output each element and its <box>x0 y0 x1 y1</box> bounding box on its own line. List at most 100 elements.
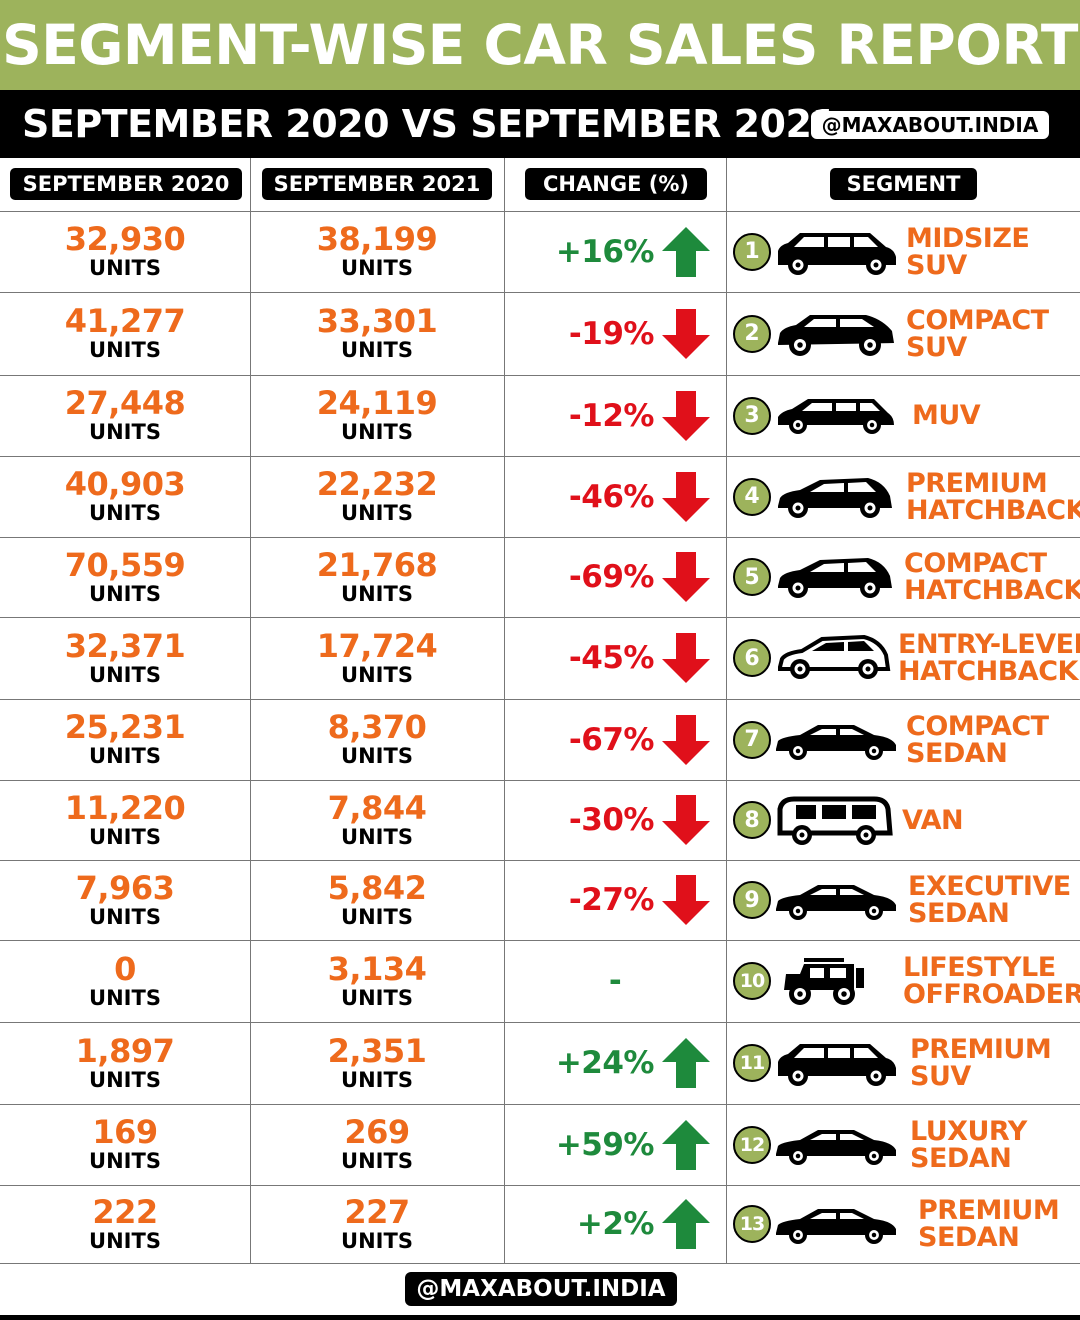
row-divider <box>0 699 1080 700</box>
sep2020-units-value: 11,220 <box>64 788 186 827</box>
row-divider <box>0 617 1080 618</box>
sep2020-units-value: 25,231 <box>64 708 186 746</box>
segment-name-line: LIFESTYLE <box>903 952 1056 983</box>
suv-icon <box>774 227 898 281</box>
rank-badge: 1 <box>733 232 771 271</box>
change-percent: -45% <box>568 640 655 676</box>
segment-name: EXECUTIVE SEDAN <box>908 873 1071 927</box>
sep2020-cell: 0 UNITS <box>0 940 250 1022</box>
unit-label: UNITS <box>341 744 413 768</box>
sep2020-units-value: 32,930 <box>64 220 186 258</box>
row-divider <box>0 537 1080 538</box>
unit-label: UNITS <box>341 256 413 280</box>
sep2021-units-value: 7,844 <box>327 788 427 827</box>
change-cell: +2% <box>577 1185 712 1263</box>
segment-name-line: HATCHBACK <box>904 575 1080 606</box>
suv-icon <box>774 1038 898 1092</box>
segment-name-line: HATCHBACK <box>898 656 1078 687</box>
arrow-down-icon <box>660 389 712 443</box>
segment-name: MIDSIZE SUV <box>906 225 1030 281</box>
sep2021-cell: 21,768 UNITS <box>250 537 504 617</box>
footer-handle-badge: @MAXABOUT.INDIA <box>405 1272 677 1306</box>
unit-label: UNITS <box>341 581 413 606</box>
unit-label: UNITS <box>89 904 161 929</box>
offroader-icon <box>774 956 898 1010</box>
segment-name-line: PREMIUM <box>910 1034 1052 1065</box>
sep2021-cell: 38,199 UNITS <box>250 211 504 292</box>
sep2020-units-value: 1,897 <box>75 1031 175 1070</box>
column-header-sep2020: SEPTEMBER 2020 <box>10 168 242 200</box>
unit-label: UNITS <box>341 501 413 525</box>
sep2020-cell: 7,963 UNITS <box>0 860 250 940</box>
row-divider <box>0 780 1080 781</box>
sep2021-units-value: 33,301 <box>316 302 438 340</box>
column-divider <box>250 158 251 1263</box>
rank-badge: 7 <box>733 720 771 759</box>
sep2020-cell: 41,277 UNITS <box>0 292 250 375</box>
arrow-down-icon <box>660 713 712 767</box>
unit-label: UNITS <box>341 1067 413 1092</box>
rank-badge: 8 <box>733 801 771 839</box>
rank-badge: 6 <box>733 639 771 677</box>
sep2020-cell: 11,220 UNITS <box>0 780 250 860</box>
sep2021-cell: 269 UNITS <box>250 1104 504 1185</box>
sep2020-units-value: 222 <box>92 1192 158 1231</box>
header-handle-badge: @MAXABOUT.INDIA <box>811 111 1049 139</box>
unit-label: UNITS <box>89 501 161 525</box>
segment-name-line: LUXURY <box>910 1115 1027 1147</box>
rank-badge: 12 <box>733 1125 771 1164</box>
row-divider <box>0 1185 1080 1186</box>
change-percent: -12% <box>568 397 655 434</box>
segment-name-line: SEDAN <box>906 737 1008 769</box>
sep2020-units-value: 40,903 <box>64 465 186 503</box>
table-row: 32,371 UNITS 17,724 UNITS -45% 6 ENTRY-LEVEL HA… <box>0 617 1080 699</box>
sep2021-cell: 24,119 UNITS <box>250 375 504 456</box>
segment-name-line: SEDAN <box>918 1222 1020 1253</box>
unit-label: UNITS <box>89 1149 161 1173</box>
unit-label: UNITS <box>89 256 161 280</box>
rank-badge: 9 <box>733 881 771 919</box>
change-cell: -12% <box>569 375 712 456</box>
page-title: SEGMENT-WISE CAR SALES REPORT <box>2 13 1078 77</box>
segment-name-line: MUV <box>912 400 981 431</box>
hatchback-icon <box>774 552 898 606</box>
sep2020-units-value: 32,371 <box>64 626 186 665</box>
sep2020-units-value: 41,277 <box>64 302 186 340</box>
rank-badge: 11 <box>733 1044 771 1082</box>
table-row: 222 UNITS 227 UNITS +2% 13 PREMIUM SEDAN <box>0 1185 1080 1263</box>
sep2021-cell: 3,134 UNITS <box>250 940 504 1022</box>
table-row: 40,903 UNITS 22,232 UNITS -46% 4 PREMIUM HATCHB… <box>0 456 1080 537</box>
change-cell: -45% <box>569 617 712 699</box>
rank-badge: 13 <box>733 1205 771 1243</box>
sep2020-units-value: 7,963 <box>75 868 175 907</box>
sep2021-cell: 227 UNITS <box>250 1185 504 1263</box>
sep2021-cell: 7,844 UNITS <box>250 780 504 860</box>
change-cell: -67% <box>569 699 712 780</box>
sep2020-units-value: 0 <box>114 949 136 988</box>
segment-name-line: EXECUTIVE <box>908 871 1071 902</box>
sep2020-units-value: 70,559 <box>64 545 186 584</box>
change-cell: -27% <box>569 860 712 940</box>
table-row: 25,231 UNITS 8,370 UNITS -67% 7 COMPACT SEDAN <box>0 699 1080 780</box>
change-cell: -30% <box>569 780 712 860</box>
unit-label: UNITS <box>89 824 161 849</box>
sep2021-units-value: 227 <box>344 1192 410 1231</box>
segment-name-line: HATCHBACK <box>906 494 1080 526</box>
sep2021-units-value: 269 <box>344 1113 410 1151</box>
unit-label: UNITS <box>341 420 413 444</box>
sep2020-cell: 32,371 UNITS <box>0 617 250 699</box>
sep2021-units-value: 8,370 <box>327 708 427 746</box>
row-divider <box>0 1022 1080 1023</box>
segment-name-line: SUV <box>906 249 967 281</box>
compact-suv-icon <box>774 309 898 363</box>
sep2020-units-value: 169 <box>92 1113 158 1151</box>
sep2021-cell: 8,370 UNITS <box>250 699 504 780</box>
segment-name: VAN <box>902 807 964 834</box>
change-percent: +2% <box>576 1206 655 1242</box>
row-divider <box>0 375 1080 376</box>
van-icon <box>774 795 898 849</box>
arrow-up-icon <box>660 1036 712 1090</box>
table-row: 7,963 UNITS 5,842 UNITS -27% 9 EXECUTIVE SEDAN <box>0 860 1080 940</box>
segment-name: PREMIUM SEDAN <box>918 1197 1060 1253</box>
change-percent: -46% <box>568 478 655 515</box>
